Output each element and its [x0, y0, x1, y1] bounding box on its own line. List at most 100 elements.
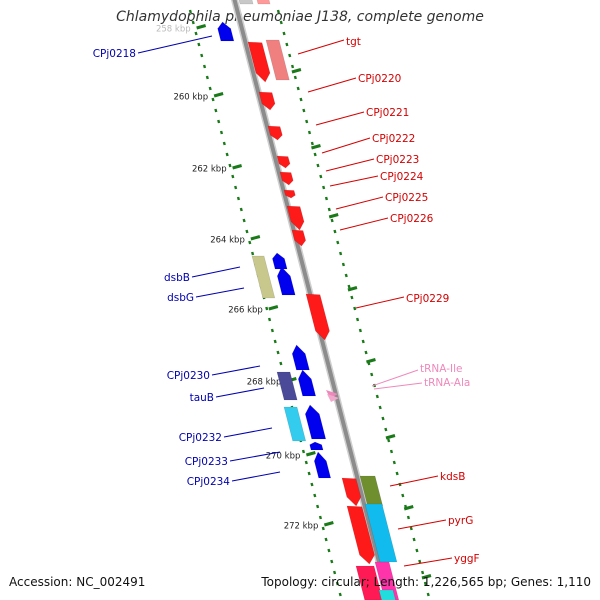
right-rail-dot	[293, 75, 297, 80]
left-rail-dot	[234, 185, 238, 190]
scale-tick-label: 262 kbp	[192, 165, 227, 175]
left-rail-dot	[194, 31, 198, 36]
right-rail-dot	[409, 526, 413, 531]
scale-tick-label: 266 kbp	[228, 306, 263, 316]
label-pyrG: pyrG	[448, 515, 473, 527]
right-rail-dot	[296, 86, 300, 91]
label-CPj0225: CPj0225	[385, 192, 428, 204]
left-rail-dot	[214, 108, 218, 113]
right-rail-dot	[387, 438, 391, 443]
left-rail-dot	[304, 460, 308, 465]
label-CPj0222-leader	[321, 137, 371, 154]
right-rail-dot	[344, 273, 348, 278]
label-leaders	[137, 35, 453, 567]
label-CPj0234: CPj0234	[187, 476, 231, 488]
left-rail-dot	[248, 240, 252, 245]
right-rail-dot	[322, 185, 326, 190]
scale-tick-mark	[347, 286, 358, 292]
genome-summary: Topology: circular; Length: 1,226,565 bp…	[261, 575, 591, 589]
scale-tick-mark	[213, 92, 224, 98]
right-rail-dot	[421, 570, 425, 575]
right-rail-dot	[381, 416, 385, 421]
left-rail-dot	[324, 537, 328, 542]
gene-feature-kdsB	[341, 477, 362, 507]
scale-tick-mark	[385, 434, 396, 440]
left-rail-dot	[217, 119, 221, 124]
gene-feature-CPj0232-box	[283, 406, 307, 442]
right-rail-dot	[339, 251, 343, 256]
scale-tick-mark	[311, 144, 321, 150]
right-rail-dot	[336, 240, 340, 245]
gene-feature-CPj0230	[291, 344, 310, 371]
label-CPj0224: CPj0224	[380, 171, 424, 183]
label-yggF-leader	[403, 557, 453, 567]
map-title: Chlamydophila pneumoniae J138, complete …	[116, 9, 484, 25]
right-rail-dot	[384, 427, 388, 432]
left-rail-dot	[191, 20, 195, 25]
scale-tick-label: 258 kbp	[156, 25, 191, 35]
scale-ticks-right	[276, 9, 432, 597]
left-rail-dot	[321, 526, 325, 531]
left-rail-dot	[327, 548, 331, 553]
left-rail-dot	[310, 482, 314, 487]
label-CPj0221: CPj0221	[366, 107, 409, 119]
label-CPj0224-leader	[329, 175, 379, 187]
gene-feature-CPj0223	[276, 155, 291, 169]
right-rail-dot	[353, 306, 357, 311]
label-tRNA-Ala: tRNA-Ala	[424, 377, 470, 389]
right-rail-dot	[395, 471, 399, 476]
left-rail-dot	[222, 141, 226, 146]
left-rail-dot	[225, 152, 229, 157]
right-rail-dot	[302, 108, 306, 113]
right-rail-dot	[319, 174, 323, 179]
gene-feature-CPj0225	[283, 189, 296, 199]
left-rail-dot	[202, 64, 207, 69]
label-CPj0230-leader	[211, 365, 261, 376]
label-CPj0234-leader	[231, 471, 281, 482]
gene-feature-CPj0233	[309, 441, 324, 451]
label-tRNA-Ala-leader	[373, 382, 423, 390]
right-rail-dot	[392, 460, 396, 465]
left-rail-dot	[205, 75, 209, 80]
label-CPj0226-leader	[339, 217, 389, 231]
left-rail-dot	[307, 471, 311, 476]
right-rail-dot	[358, 328, 362, 333]
label-tgt: tgt	[346, 36, 361, 48]
right-rail-dot	[288, 53, 292, 58]
left-rail-dot	[335, 581, 339, 586]
right-rail-dot	[333, 229, 337, 234]
left-rail-dot	[200, 53, 204, 58]
label-CPj0222: CPj0222	[372, 133, 415, 145]
gene-feature-pyrG	[346, 505, 375, 565]
right-rail-dot	[423, 581, 427, 586]
right-rail-dot	[364, 350, 368, 355]
gene-labels: CPj0218 dsbB dsbG CPj0230 tauB CPj0232 CPj0233…	[93, 36, 480, 565]
scale-tick-label: 260 kbp	[173, 93, 208, 103]
scale-tick-mark	[291, 68, 302, 74]
scale-tick-mark	[323, 521, 334, 527]
left-rail-dot	[208, 86, 212, 91]
right-rail-dot	[361, 339, 365, 344]
right-rail-dot	[313, 152, 317, 157]
gene-feature-CPj0226	[286, 205, 305, 231]
label-CPj0221-leader	[315, 111, 365, 126]
accession-text: Accession: NC_002491	[9, 575, 146, 589]
gene-feature-tauB-box	[276, 371, 298, 401]
label-CPj0225-leader	[335, 196, 384, 210]
label-CPj0223: CPj0223	[376, 154, 419, 166]
right-rail-dot	[370, 372, 374, 377]
label-tgt-leader	[297, 39, 345, 55]
left-rail-dot	[267, 317, 272, 322]
gene-feature-dsbB-box	[251, 255, 276, 299]
scale-tick-mark	[250, 235, 261, 241]
left-rail-dot	[219, 130, 224, 135]
gene-feature-CPj0220	[265, 39, 290, 81]
label-CPj0229: CPj0229	[406, 293, 449, 305]
label-dsbG: dsbG	[167, 292, 194, 304]
gene-feature-CPj0226b	[291, 229, 306, 247]
left-rail-dot	[333, 570, 337, 575]
gene-feature-CPj0222	[267, 125, 283, 141]
left-rail-dot	[279, 361, 283, 366]
label-CPj0232: CPj0232	[179, 432, 222, 444]
